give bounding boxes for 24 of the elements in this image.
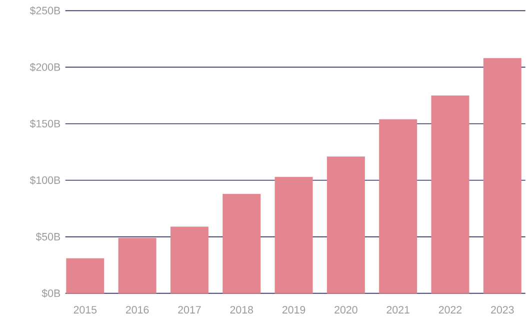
x-tick-label: 2015 [74, 306, 97, 314]
y-tick-label: $50B [36, 232, 60, 242]
bar [379, 119, 418, 294]
bar [170, 226, 208, 294]
y-tick-label: $250B [30, 6, 60, 15]
bar [483, 58, 522, 294]
x-tick-label: 2021 [386, 306, 410, 314]
bar [274, 176, 313, 294]
x-tick-label: 2018 [230, 306, 253, 314]
y-tick-label: $0B [42, 288, 60, 298]
x-tick-label: 2019 [282, 306, 306, 314]
x-tick-label: 2016 [126, 306, 149, 314]
y-tick-label: $150B [30, 119, 60, 128]
bar [431, 95, 470, 294]
x-tick-label: 2023 [491, 306, 514, 314]
bar [222, 194, 261, 294]
bar [118, 238, 156, 294]
x-tick-label: 2022 [438, 306, 462, 314]
y-tick-label: $100B [30, 176, 60, 185]
y-tick-label: $200B [30, 62, 60, 72]
bar [326, 156, 365, 294]
x-tick-label: 2020 [334, 306, 358, 314]
x-tick-label: 2017 [178, 306, 201, 314]
bar [66, 258, 104, 294]
